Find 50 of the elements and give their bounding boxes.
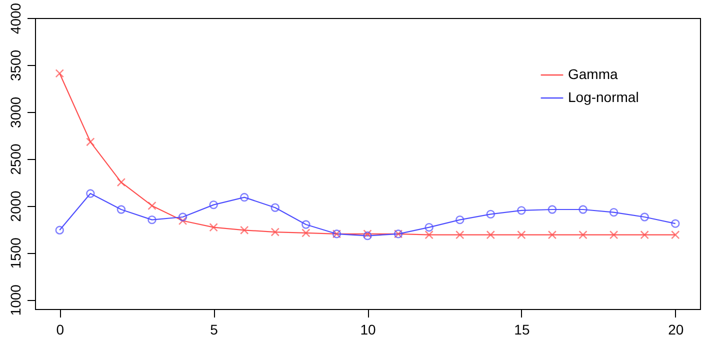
point — [548, 205, 557, 214]
point — [302, 228, 310, 238]
point — [609, 208, 618, 217]
point — [548, 230, 557, 240]
point — [55, 69, 64, 78]
point — [302, 220, 310, 229]
point — [424, 230, 434, 240]
x-tick-label: 20 — [668, 322, 684, 338]
point — [578, 230, 588, 240]
point — [116, 178, 126, 187]
x-tick-label: 15 — [514, 322, 530, 338]
point — [517, 230, 526, 240]
point — [671, 230, 680, 240]
y-tick-label: 3500 — [8, 50, 24, 82]
point — [640, 230, 649, 240]
x-tick-label: 0 — [56, 322, 64, 338]
point — [456, 230, 464, 240]
y-tick-label: 1500 — [8, 237, 24, 269]
point — [148, 201, 156, 210]
point — [148, 215, 156, 224]
point — [486, 210, 496, 219]
point — [240, 192, 249, 202]
point — [671, 219, 680, 228]
legend-label: Gamma — [568, 66, 618, 82]
y-tick-label: 2500 — [8, 144, 24, 175]
y-tick-label: 3000 — [8, 96, 24, 128]
point — [55, 226, 64, 234]
point — [424, 222, 434, 232]
x-tick-label: 5 — [210, 322, 218, 338]
point — [178, 212, 188, 222]
x-tick-label: 10 — [360, 322, 376, 338]
legend-label: Log-normal — [568, 89, 639, 105]
y-tick-label: 4000 — [8, 2, 24, 34]
point — [240, 226, 249, 235]
point — [270, 203, 280, 212]
point — [609, 230, 618, 240]
y-tick-label: 1000 — [8, 284, 24, 316]
point — [270, 228, 280, 236]
point — [178, 216, 188, 226]
point — [209, 200, 218, 210]
point — [86, 138, 95, 146]
point — [116, 205, 126, 214]
y-tick-label: 2000 — [8, 190, 24, 222]
point — [517, 206, 526, 215]
point — [209, 222, 218, 232]
point — [578, 205, 588, 214]
point — [486, 230, 496, 240]
point — [86, 189, 95, 198]
point — [456, 215, 464, 224]
point — [640, 212, 649, 222]
